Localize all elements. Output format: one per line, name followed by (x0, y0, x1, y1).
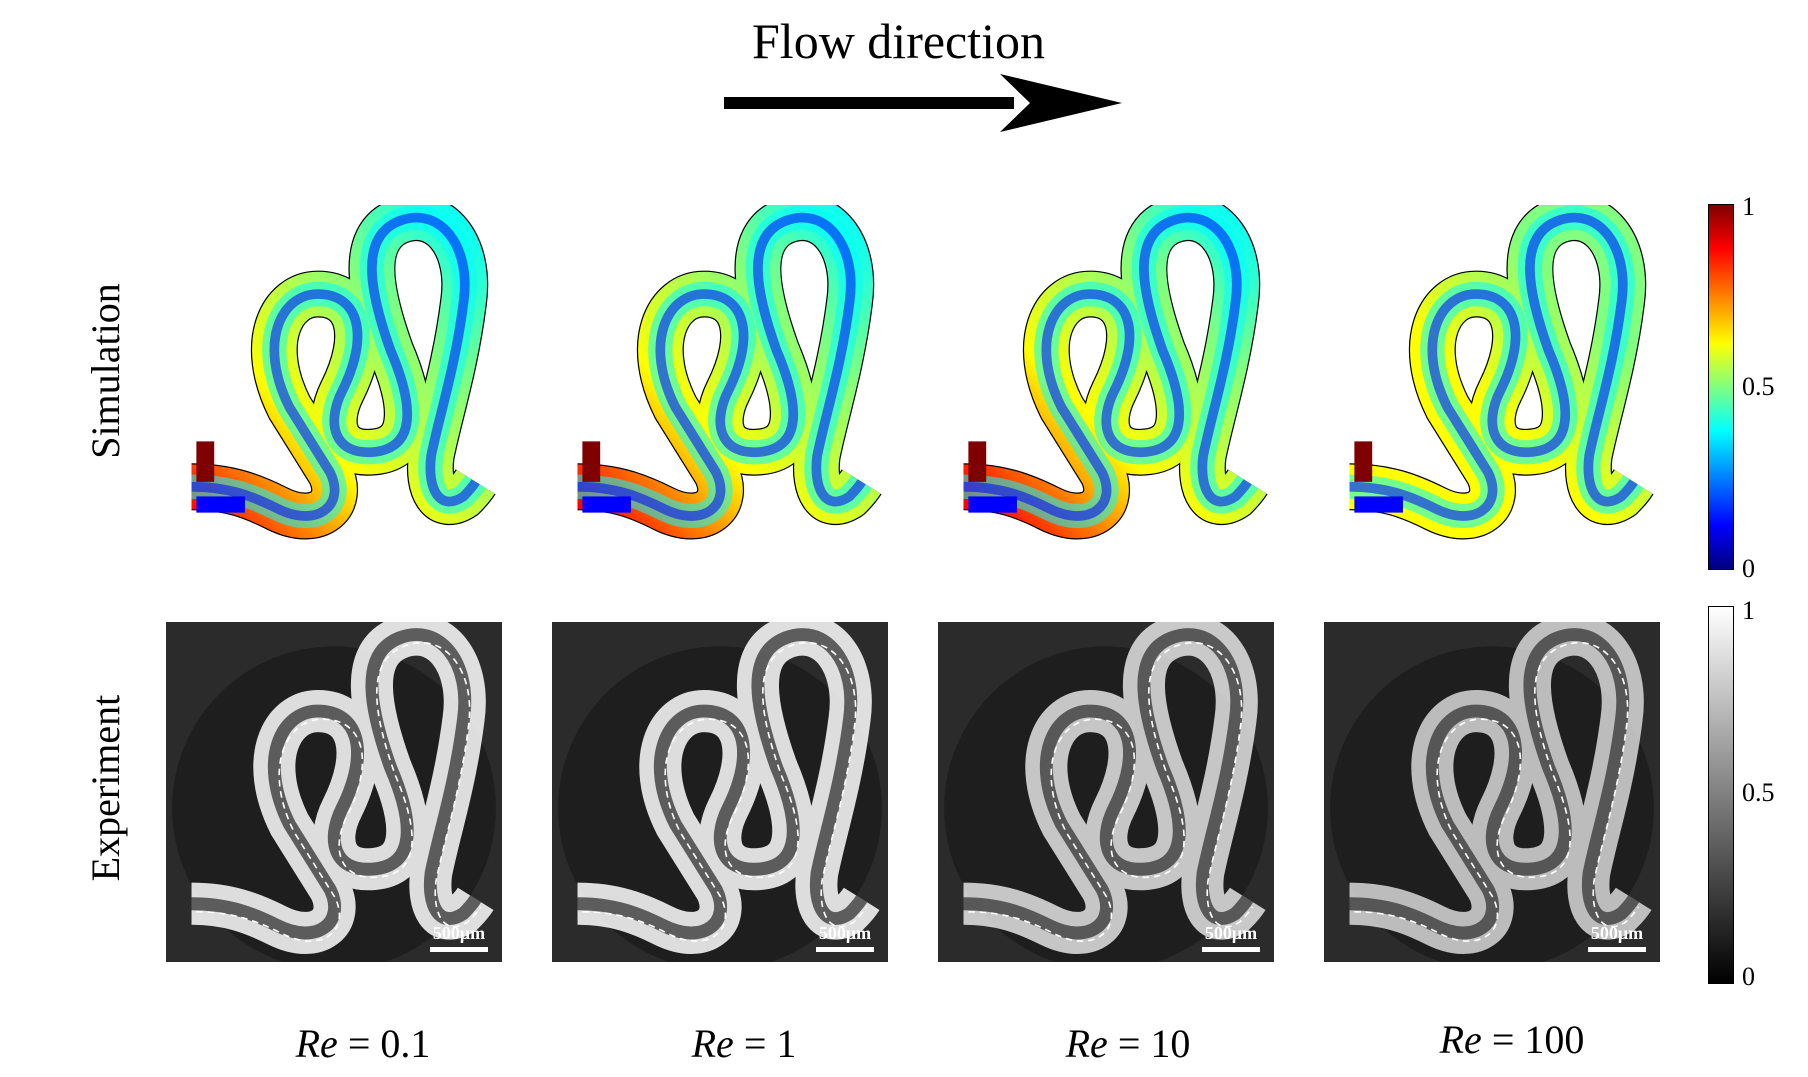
experiment-micrograph (1330, 622, 1654, 962)
dark-stream-core (191, 628, 482, 940)
channel-boundary-dashed (1354, 641, 1640, 942)
row-label-experiment: Experiment (83, 694, 128, 882)
channel-boundary-dashed (196, 641, 482, 942)
channel-core-band (191, 212, 480, 521)
channel-core-band (963, 212, 1252, 521)
scale-bar (816, 947, 874, 952)
simulation-panel-3 (963, 205, 1268, 540)
scale-bar (430, 947, 488, 952)
experiment-micrograph (172, 622, 496, 962)
inlet-high-concentration (968, 441, 987, 482)
experiment-colorbar-tick-mid: 0.5 (1742, 778, 1775, 807)
scale-bar (1202, 947, 1260, 952)
experiment-colorbar-tick-max: 1 (1742, 596, 1755, 625)
simulation-panel-2 (577, 205, 882, 540)
dark-stream-core (1349, 628, 1640, 940)
simulation-panel-1 (191, 205, 496, 540)
channel-core-band (577, 212, 866, 521)
inlet-low-concentration (196, 496, 245, 513)
dark-stream-core (577, 628, 868, 940)
reynolds-label-3: Re = 10 (1065, 1021, 1191, 1066)
inlet-high-concentration (582, 441, 601, 482)
scale-bar-label: 500μm (1204, 923, 1258, 943)
experiment-micrograph (558, 622, 882, 962)
simulation-panel-4 (1349, 205, 1654, 540)
reynolds-label-2: Re = 1 (691, 1021, 797, 1066)
inlet-low-concentration (968, 496, 1017, 513)
simulation-colorbar-tick-mid: 0.5 (1742, 372, 1775, 401)
inlet-low-concentration (582, 496, 631, 513)
channel-boundary-dashed (582, 641, 868, 942)
flow-direction-arrow-icon (724, 74, 1122, 132)
simulation-colorbar (1708, 204, 1734, 570)
inlet-high-concentration (1354, 441, 1373, 482)
scale-bar (1588, 947, 1646, 952)
reynolds-label-1: Re = 0.1 (295, 1021, 431, 1066)
simulation-colorbar-tick-max: 1 (1742, 192, 1755, 221)
experiment-panel-4: 500μm (1324, 622, 1660, 962)
experiment-panel-3: 500μm (938, 622, 1274, 962)
inlet-low-concentration (1354, 496, 1403, 513)
scale-bar-label: 500μm (432, 923, 486, 943)
channel-boundary-dashed (968, 641, 1254, 942)
inlet-high-concentration (196, 441, 215, 482)
experiment-micrograph (944, 622, 1268, 962)
scale-bar-label: 500μm (818, 923, 872, 943)
flow-direction-label: Flow direction (752, 13, 1046, 69)
channel-core-band (1349, 212, 1638, 521)
simulation-colorbar-tick-min: 0 (1742, 554, 1755, 583)
experiment-panel-2: 500μm (552, 622, 888, 962)
row-label-simulation: Simulation (83, 283, 128, 459)
dark-stream-core (963, 628, 1254, 940)
scale-bar-label: 500μm (1590, 923, 1644, 943)
reynolds-label-4: Re = 100 (1439, 1017, 1585, 1062)
experiment-panel-1: 500μm (166, 622, 502, 962)
experiment-colorbar-tick-min: 0 (1742, 962, 1755, 991)
experiment-colorbar (1708, 606, 1734, 984)
